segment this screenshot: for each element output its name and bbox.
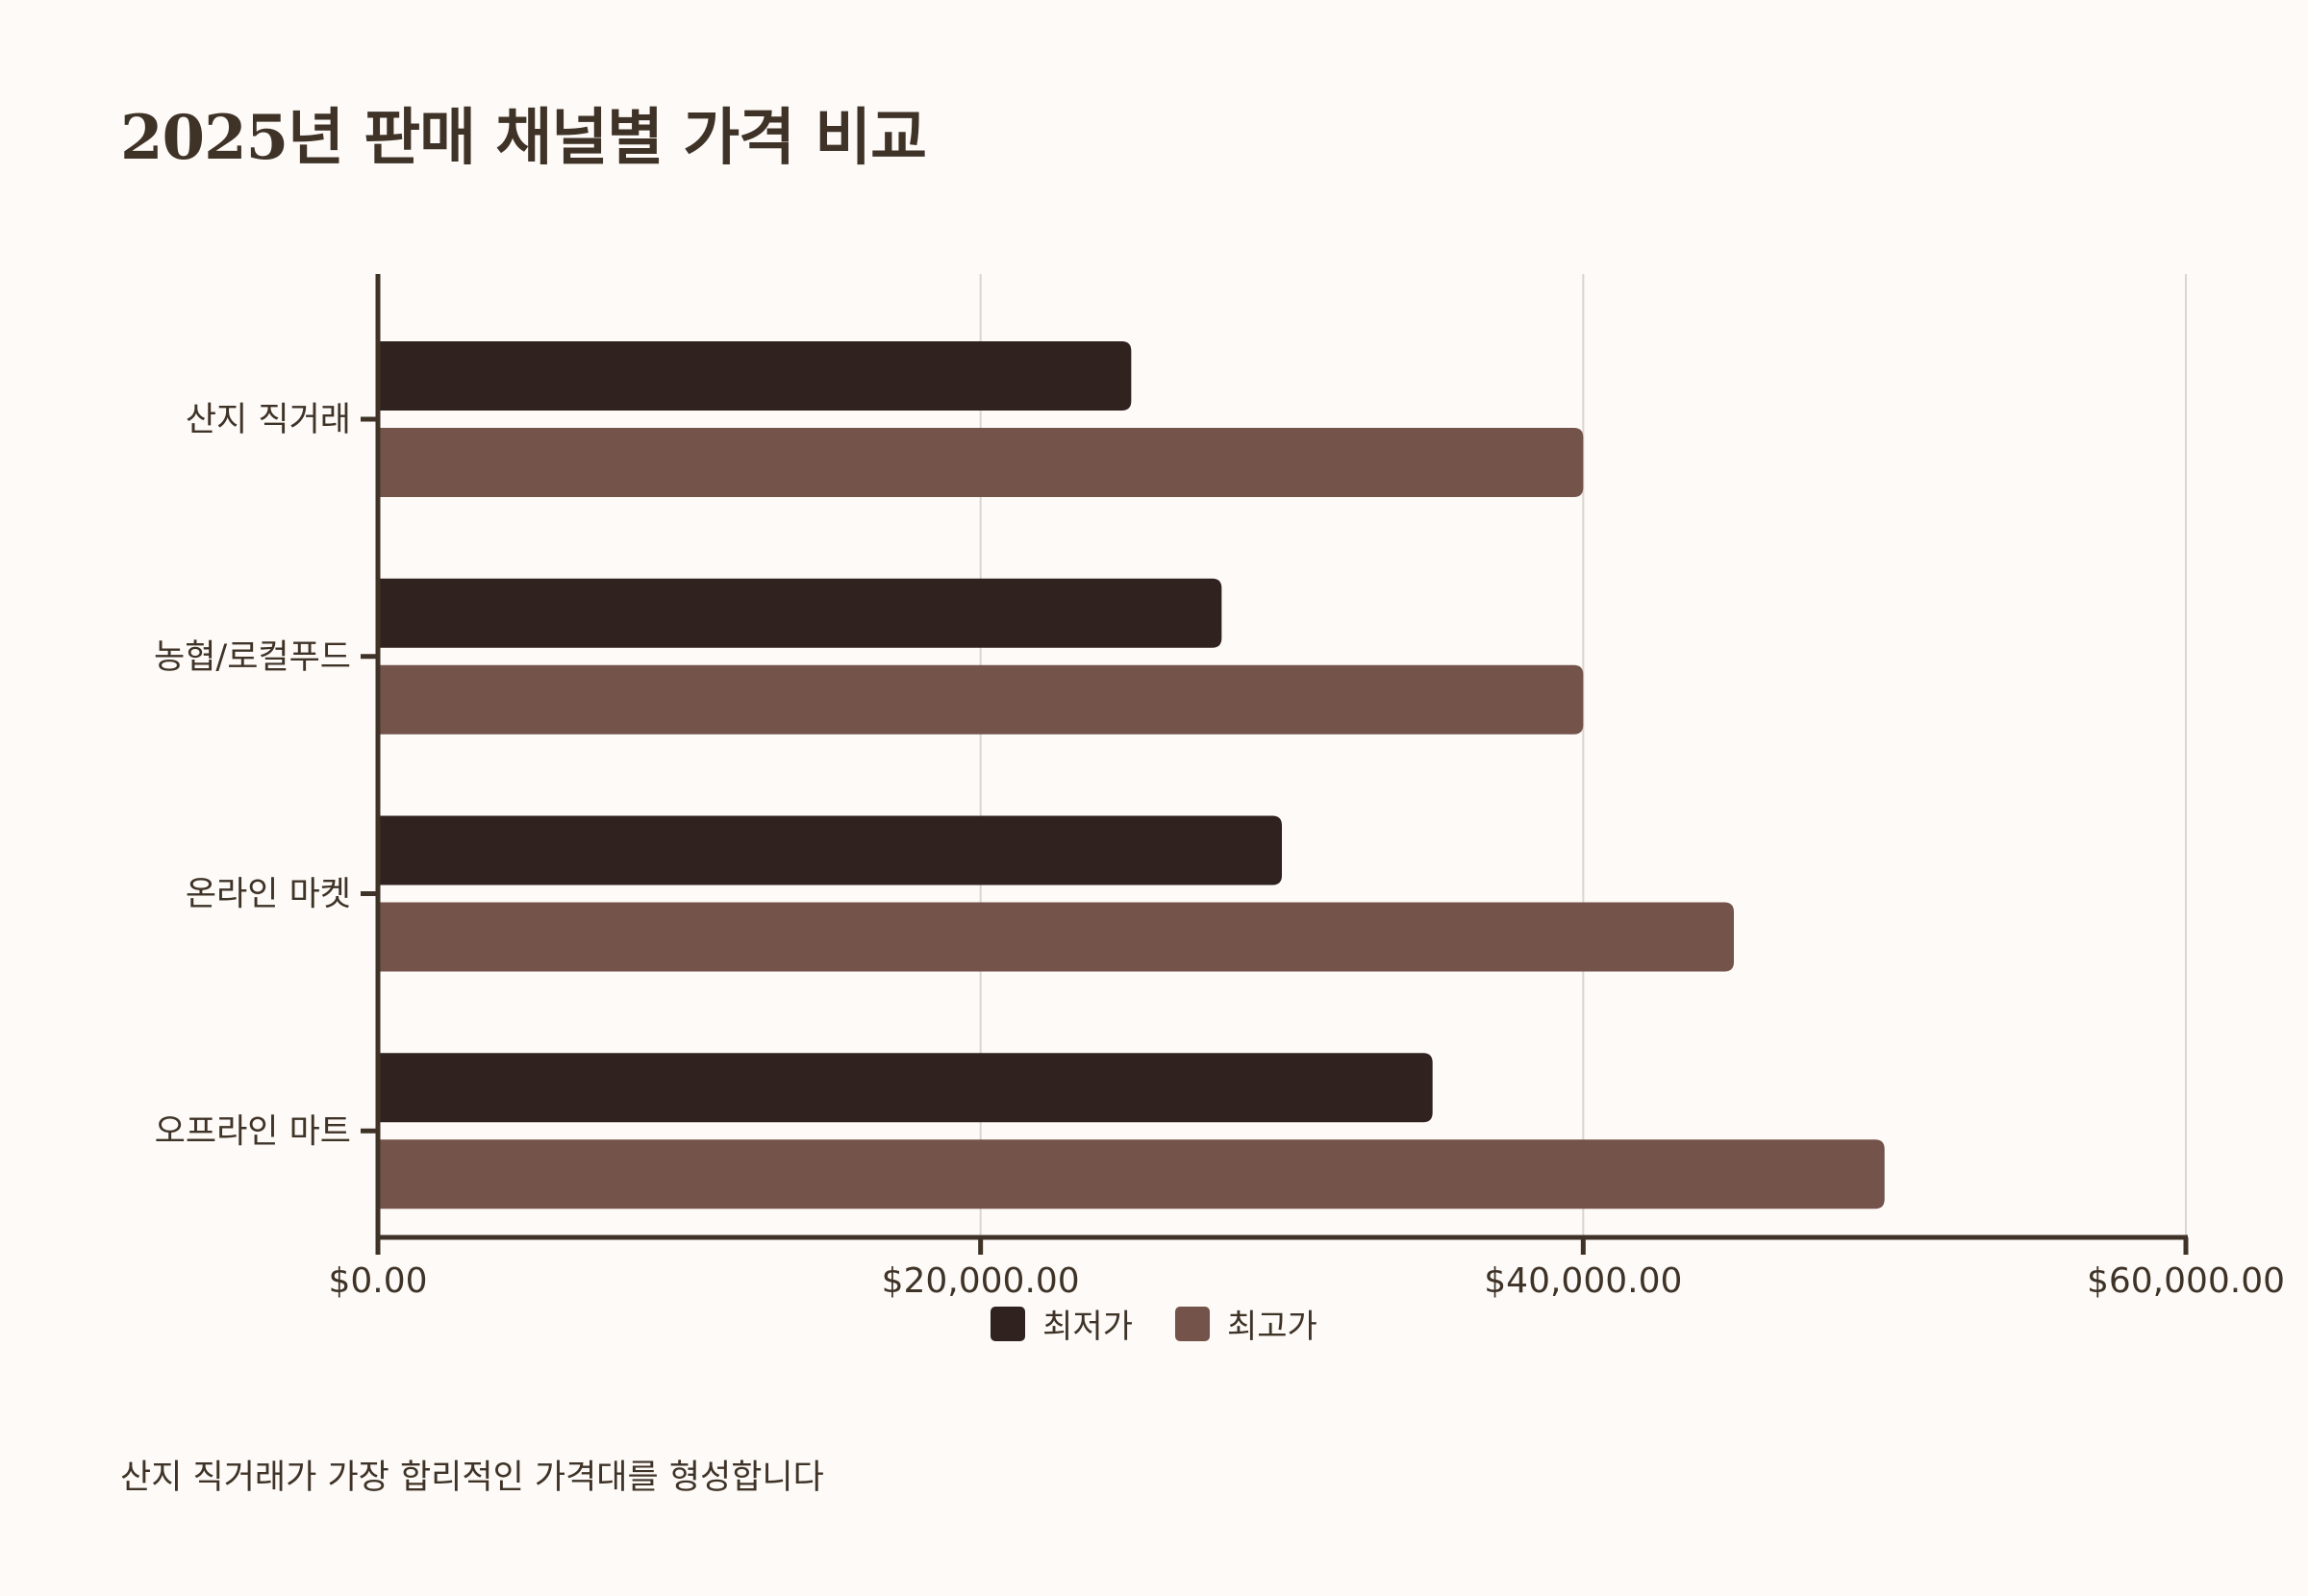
y-tick-label: 온라인 마켓	[186, 876, 351, 914]
y-tick-label: 오프라인 마트	[155, 1112, 351, 1151]
legend-swatch-min	[991, 1306, 1026, 1341]
y-tick-label: 농협/로컬푸드	[154, 638, 351, 677]
x-tick-label: $40,000.00	[1484, 1261, 1682, 1301]
x-tick-label: $60,000.00	[2087, 1261, 2285, 1301]
bar-max-3[interactable]	[378, 1139, 1885, 1209]
legend-item-max[interactable]: 최고가	[1175, 1300, 1317, 1347]
chart-title: 2025년 판매 채널별 가격 비교	[120, 102, 927, 174]
bar-min-1[interactable]	[378, 578, 1222, 648]
legend-label-min: 최저가	[1042, 1308, 1133, 1346]
bar-min-0[interactable]	[378, 341, 1132, 411]
legend-label-max: 최고가	[1227, 1308, 1317, 1346]
bar-min-3[interactable]	[378, 1053, 1433, 1123]
bar-min-2[interactable]	[378, 815, 1282, 885]
x-tick-label: $20,000.00	[882, 1261, 1080, 1301]
legend: 최저가 최고가	[0, 1300, 2308, 1347]
bar-max-1[interactable]	[378, 664, 1584, 735]
bar-max-2[interactable]	[378, 902, 1734, 972]
y-tick-label: 산지 직거래	[186, 401, 351, 439]
legend-swatch-max	[1175, 1306, 1210, 1341]
legend-item-min[interactable]: 최저가	[991, 1300, 1133, 1347]
chart-caption: 산지 직거래가 가장 합리적인 가격대를 형성합니다	[120, 1459, 824, 1497]
x-tick-label: $0.00	[328, 1261, 427, 1301]
axes	[361, 274, 2189, 1255]
bar-max-0[interactable]	[378, 428, 1584, 497]
bars	[378, 341, 1885, 1209]
